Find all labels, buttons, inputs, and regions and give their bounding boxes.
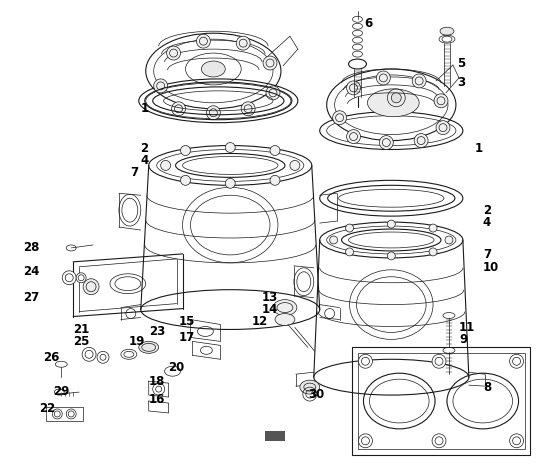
Circle shape [391,93,401,103]
Circle shape [225,178,235,188]
Circle shape [153,383,165,395]
Text: 14: 14 [262,303,278,316]
Circle shape [197,34,210,48]
Circle shape [347,81,360,95]
Circle shape [387,220,395,228]
Ellipse shape [300,380,320,394]
Circle shape [236,36,250,50]
Circle shape [154,79,168,93]
Circle shape [270,145,280,155]
Circle shape [359,434,372,448]
Text: 2: 2 [141,142,149,155]
Circle shape [266,86,280,100]
Text: 4: 4 [483,216,491,228]
Text: 7: 7 [483,248,491,261]
Bar [265,431,285,441]
Text: 12: 12 [252,315,268,328]
Text: 6: 6 [365,17,373,30]
Circle shape [97,352,109,363]
Bar [358,353,525,449]
Text: 28: 28 [23,241,40,255]
Text: 1: 1 [141,102,149,115]
Circle shape [436,121,450,134]
Circle shape [263,56,277,70]
Circle shape [509,354,524,368]
Text: 19: 19 [129,335,145,348]
Text: 4: 4 [140,154,149,167]
Circle shape [62,271,76,285]
Circle shape [412,74,426,88]
Circle shape [445,236,453,244]
Circle shape [347,130,360,143]
Ellipse shape [201,61,225,77]
Circle shape [82,347,96,361]
Text: 13: 13 [262,291,278,304]
Text: 16: 16 [149,392,165,406]
Text: 15: 15 [179,315,195,328]
Circle shape [359,354,372,368]
Circle shape [387,252,395,260]
Text: 9: 9 [459,333,467,346]
Text: 10: 10 [483,261,499,275]
Circle shape [52,409,62,419]
Text: 21: 21 [73,323,90,336]
Text: 5: 5 [457,57,465,69]
Bar [352,347,531,455]
Text: 7: 7 [130,166,139,179]
Text: 17: 17 [179,331,195,344]
Circle shape [83,279,99,294]
Circle shape [167,46,181,60]
Text: 29: 29 [54,385,70,398]
Circle shape [346,248,353,256]
Text: 30: 30 [308,388,324,400]
Text: 2: 2 [483,204,491,217]
Circle shape [290,161,300,171]
Text: 3: 3 [457,76,465,89]
Circle shape [434,94,448,108]
Ellipse shape [139,342,159,353]
Circle shape [376,71,390,85]
Ellipse shape [440,27,454,35]
Text: 27: 27 [23,291,40,304]
Circle shape [429,248,437,256]
Text: 25: 25 [73,335,90,348]
Circle shape [161,161,170,171]
Ellipse shape [367,89,419,117]
Text: 20: 20 [169,361,185,374]
Circle shape [346,224,353,232]
Text: 23: 23 [149,325,165,338]
Circle shape [330,236,337,244]
Text: 8: 8 [483,380,491,394]
Ellipse shape [273,300,297,315]
Circle shape [414,133,428,148]
Circle shape [241,102,255,116]
Text: 18: 18 [149,375,165,388]
Ellipse shape [275,314,295,325]
Text: 11: 11 [459,321,475,334]
Text: 24: 24 [23,266,40,278]
Circle shape [181,175,191,185]
Text: 1: 1 [475,142,483,155]
Circle shape [379,135,393,150]
Circle shape [429,224,437,232]
Circle shape [181,145,191,155]
Text: 22: 22 [39,402,56,416]
Circle shape [225,142,235,152]
Circle shape [333,111,347,124]
Circle shape [206,106,220,120]
Circle shape [432,434,446,448]
Circle shape [270,175,280,185]
Circle shape [66,409,76,419]
Circle shape [76,273,86,283]
Circle shape [432,354,446,368]
Text: 26: 26 [43,351,60,364]
Circle shape [509,434,524,448]
Circle shape [171,102,186,116]
